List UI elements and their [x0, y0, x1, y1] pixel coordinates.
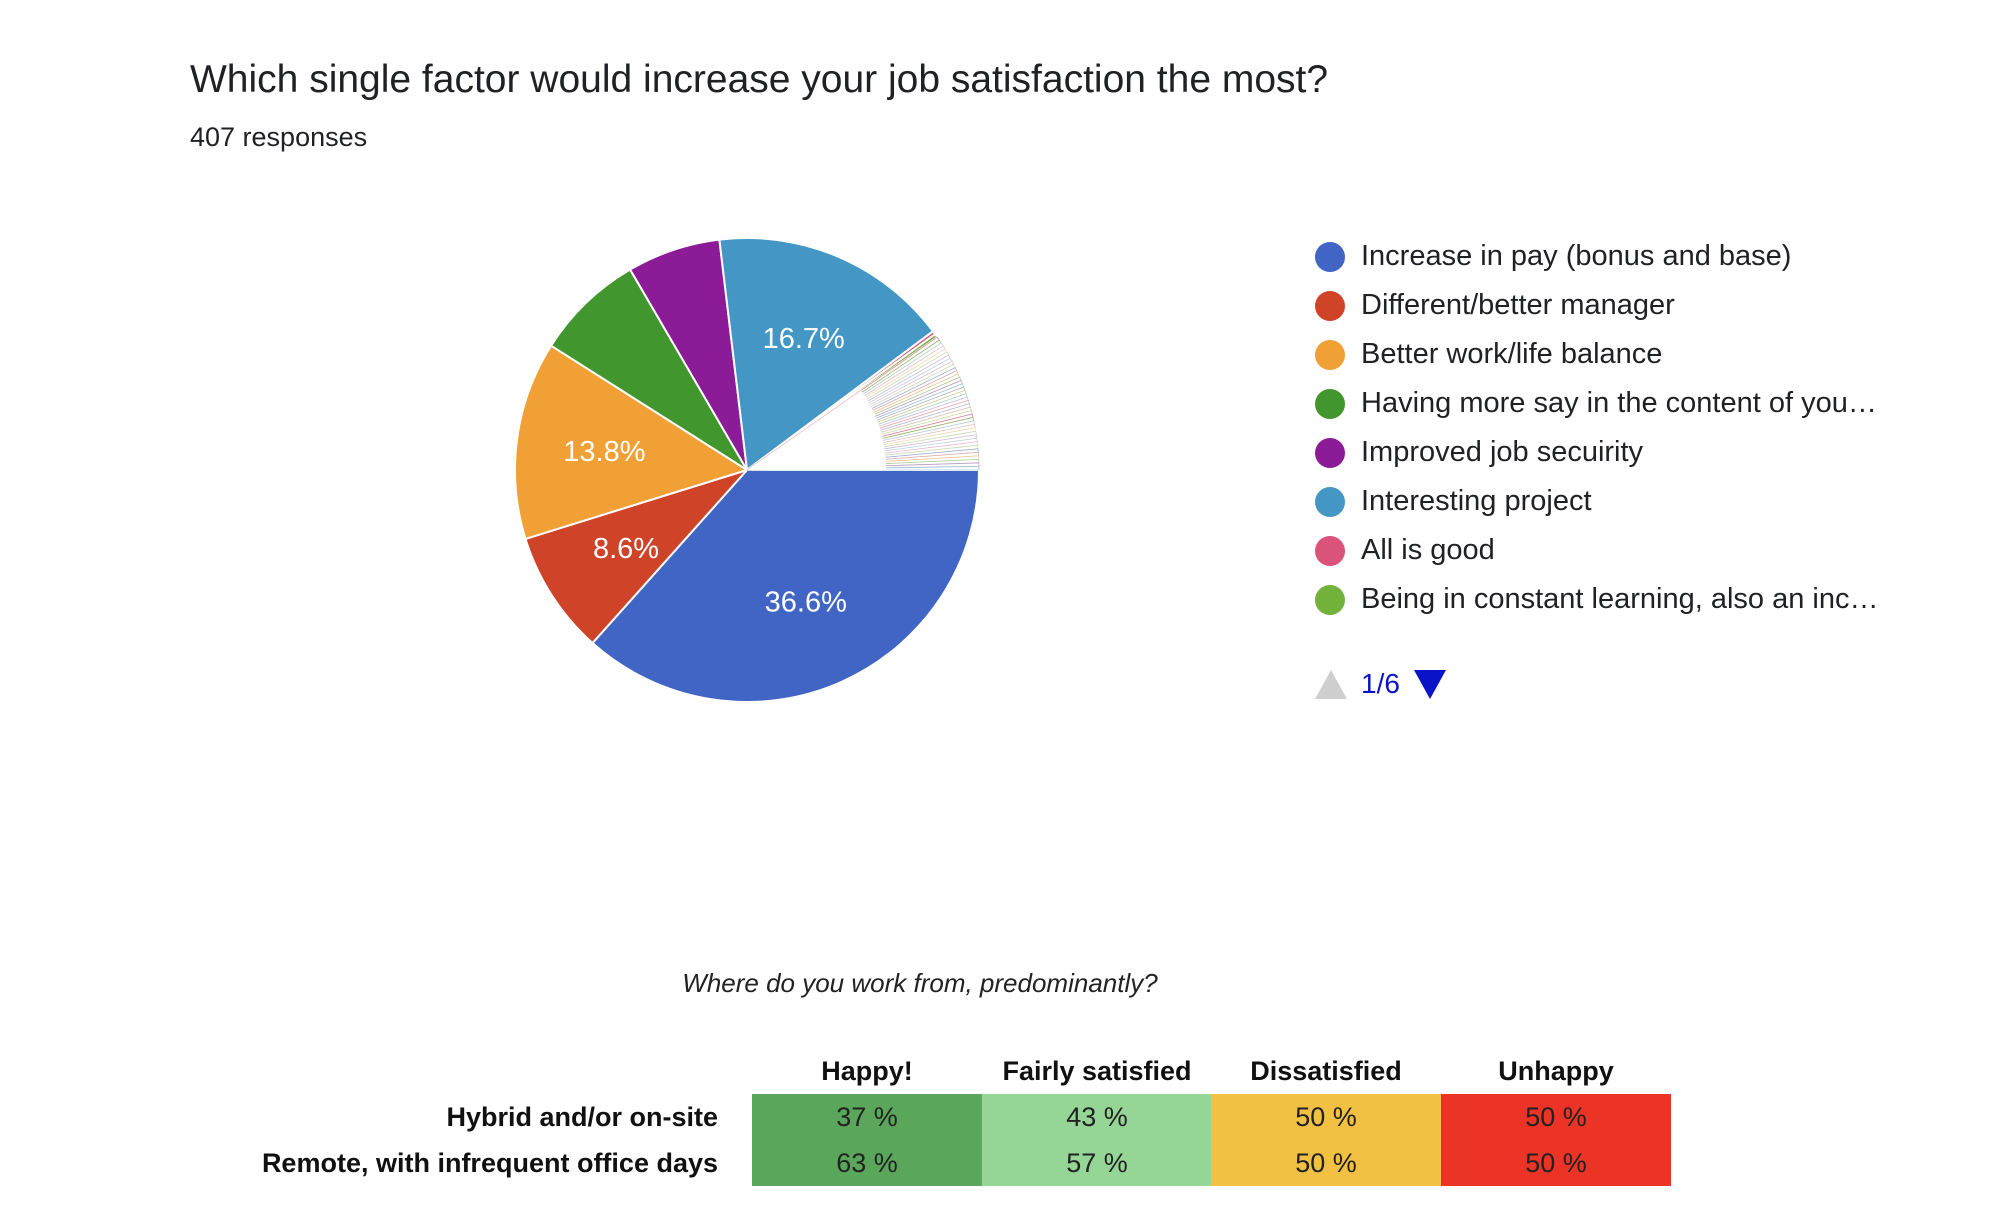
pie-data-label: 8.6%: [593, 533, 659, 565]
table-cell: 50 %: [1441, 1140, 1671, 1186]
pie-slice: [524, 467, 751, 645]
previous-page-icon[interactable]: [1315, 669, 1347, 699]
table-column-header: Fairly satisfied: [1002, 1056, 1192, 1086]
pie-slice: [718, 237, 935, 472]
legend-label: Different/better manager: [1361, 289, 1675, 321]
legend-item[interactable]: Different/better manager: [1315, 281, 1975, 330]
pie-legend: Increase in pay (bonus and base) Differen…: [1315, 232, 1975, 624]
table-cell: 50 %: [1211, 1094, 1441, 1140]
legend-swatch-icon: [1315, 535, 1345, 566]
legend-item[interactable]: Having more say in the content of you…: [1315, 379, 1975, 428]
pie-chart: 36.6% 8.6% 13.8% 16.7%: [514, 237, 981, 703]
legend-swatch-icon: [1315, 486, 1345, 517]
legend-swatch-icon: [1315, 339, 1345, 370]
legend-label: Improved job secuirity: [1361, 436, 1644, 468]
legend-label: Increase in pay (bonus and base): [1361, 240, 1792, 272]
legend-item[interactable]: Interesting project: [1315, 477, 1975, 526]
table-row-label: Hybrid and/or on-site: [446, 1102, 718, 1132]
legend-item[interactable]: Improved job secuirity: [1315, 428, 1975, 477]
next-page-icon[interactable]: [1413, 669, 1446, 699]
table-column-header: Unhappy: [1498, 1056, 1614, 1086]
table-cell: 37 %: [752, 1094, 982, 1140]
pie-slice: [514, 344, 750, 541]
pie-slice: [591, 469, 981, 703]
response-count: 407 responses: [190, 122, 368, 152]
page-indicator: 1/6: [1361, 668, 1400, 699]
question-title: Which single factor would increase your …: [190, 58, 1329, 101]
legend-swatch-icon: [1315, 437, 1345, 468]
table-caption: Where do you work from, predominantly?: [682, 968, 1158, 998]
legend-swatch-icon: [1315, 584, 1345, 615]
table-cell: 43 %: [982, 1094, 1212, 1140]
legend-swatch-icon: [1315, 241, 1345, 272]
legend-item[interactable]: Better work/life balance: [1315, 330, 1975, 379]
legend-item[interactable]: Being in constant learning, also an inc…: [1315, 575, 1975, 624]
legend-pager: 1/6: [1315, 668, 1446, 700]
table-cell: 50 %: [1211, 1140, 1441, 1186]
table-row-label: Remote, with infrequent office days: [261, 1148, 718, 1178]
legend-label: All is good: [1361, 534, 1495, 566]
pie-slice: [549, 268, 748, 471]
table-cell: 57 %: [982, 1140, 1212, 1186]
legend-item[interactable]: All is good: [1315, 526, 1975, 575]
table-column-header: Happy!: [821, 1056, 913, 1086]
table-column-header: Dissatisfied: [1250, 1056, 1402, 1086]
legend-item[interactable]: Increase in pay (bonus and base): [1315, 232, 1975, 281]
legend-label: Being in constant learning, also an inc…: [1361, 583, 1879, 615]
legend-swatch-icon: [1315, 388, 1345, 419]
pie-data-label: 36.6%: [765, 586, 847, 618]
table-cell: 50 %: [1441, 1094, 1671, 1140]
legend-label: Interesting project: [1361, 485, 1592, 517]
legend-label: Better work/life balance: [1361, 338, 1663, 370]
pie-data-label: 13.8%: [563, 436, 645, 468]
legend-label: Having more say in the content of you…: [1361, 387, 1877, 419]
table-cell: 63 %: [752, 1140, 982, 1186]
pie-inner-fill: [747, 390, 887, 470]
pie-data-label: 16.7%: [763, 323, 845, 355]
legend-swatch-icon: [1315, 290, 1345, 321]
